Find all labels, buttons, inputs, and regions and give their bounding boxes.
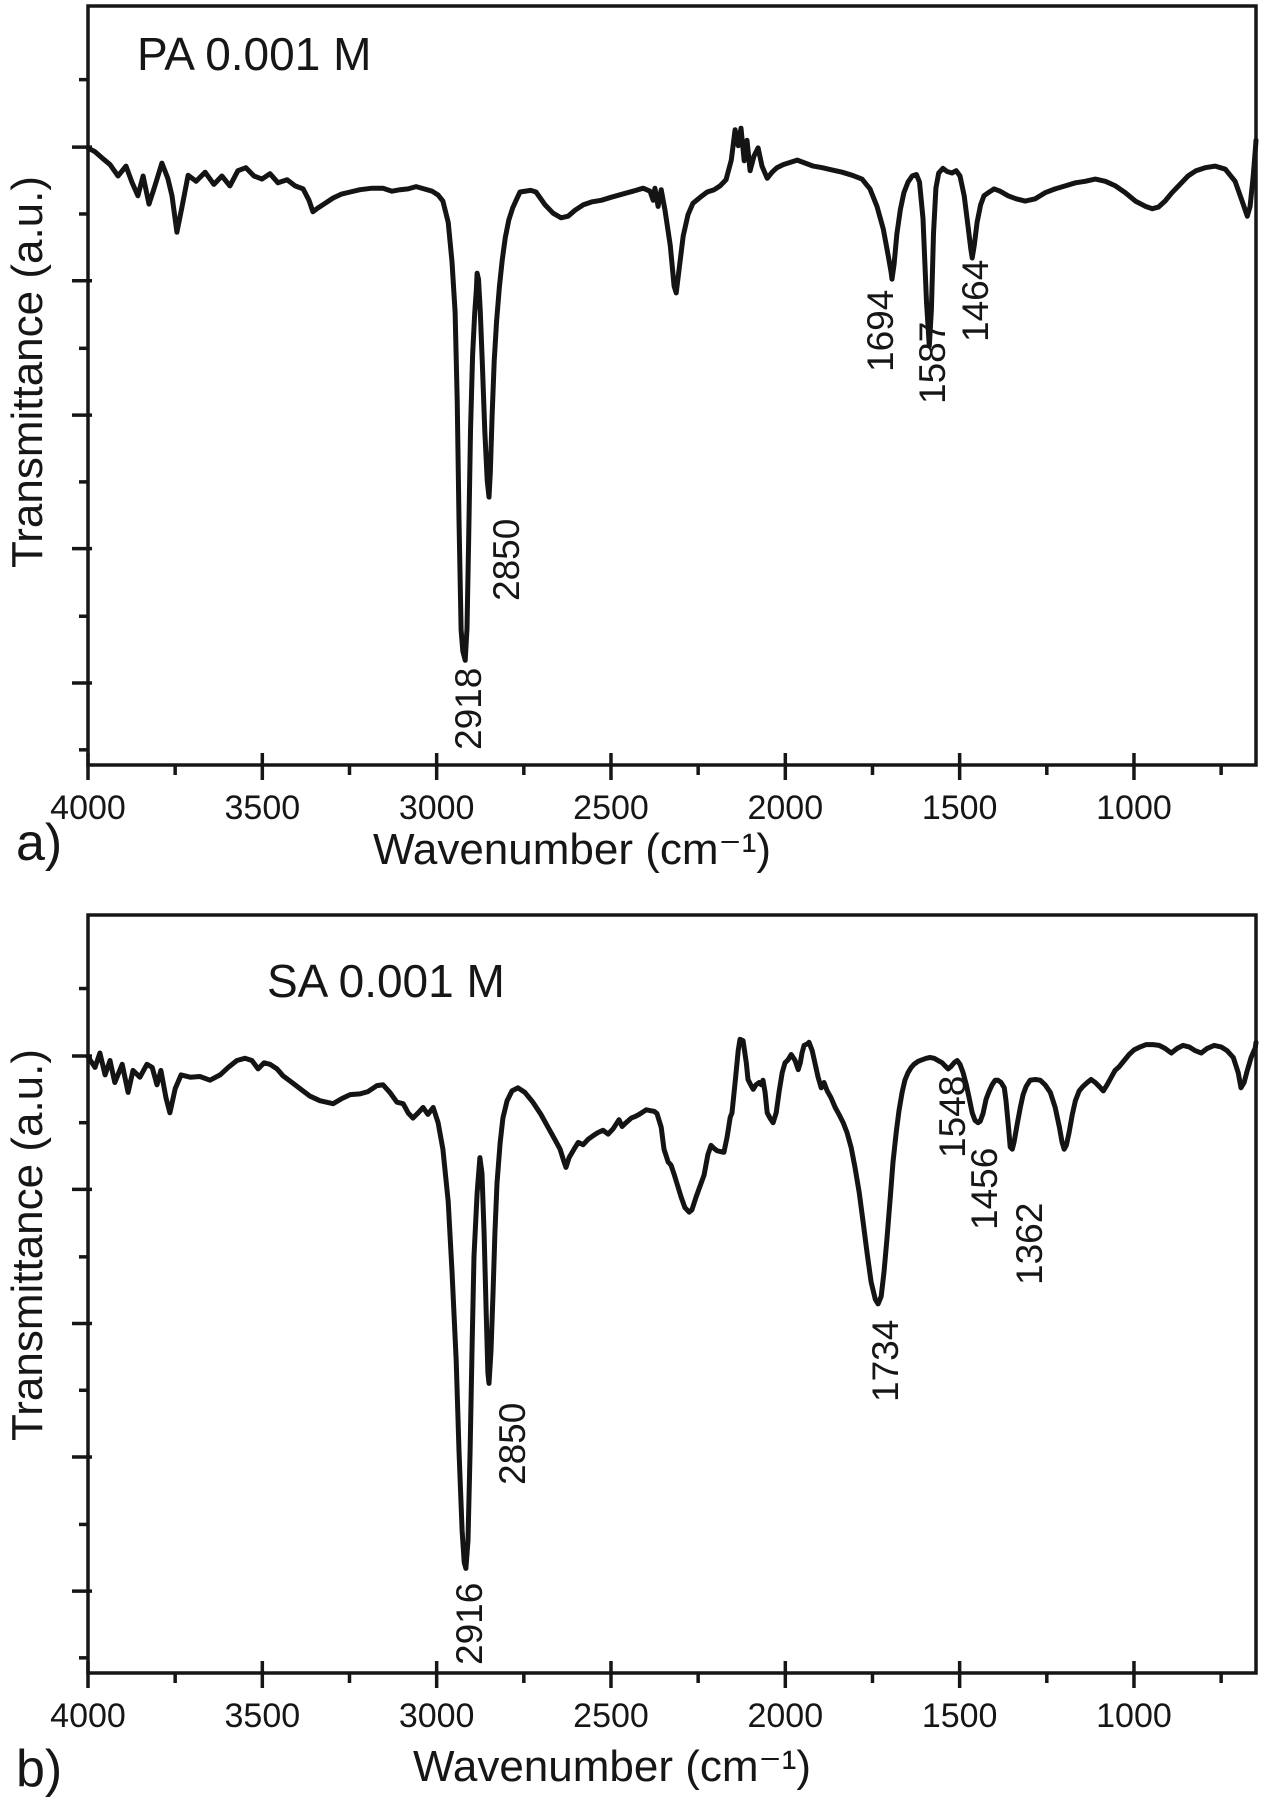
peak-wavenumber-label: 2850 <box>492 1403 533 1485</box>
x-tick-label: 1000 <box>1096 789 1172 827</box>
peak-wavenumber-label: 1694 <box>860 290 901 372</box>
peak-wavenumber-label: 2916 <box>449 1583 490 1665</box>
peak-wavenumber-label: 1464 <box>955 260 996 342</box>
x-tick-label: 1500 <box>922 1697 998 1735</box>
panel-b-sample-label: SA 0.001 M <box>267 955 505 1007</box>
x-tick-label: 1500 <box>922 789 998 827</box>
peak-wavenumber-label: 1548 <box>932 1076 973 1158</box>
x-tick-label: 2000 <box>747 789 823 827</box>
x-tick-label: 2500 <box>573 789 649 827</box>
x-tick-label: 4000 <box>50 789 126 827</box>
spectrum-trace <box>85 1036 1259 1571</box>
peak-wavenumber-label: 1587 <box>912 322 953 404</box>
peak-wavenumber-label: 1456 <box>964 1148 1005 1230</box>
panel-a-plot-area: 4000 3500 3000 2500 2000 1500 1000 2918 2850 1694… <box>50 4 1259 827</box>
peak-wavenumber-label: 2850 <box>486 519 527 601</box>
x-tick-label: 4000 <box>50 1697 126 1735</box>
panel-b-letter: b) <box>16 1740 62 1798</box>
panel-a-letter: a) <box>16 814 62 872</box>
peak-wavenumber-label: 2918 <box>448 668 489 750</box>
peak-wavenumber-label: 1734 <box>865 1320 906 1402</box>
spectrum-trace <box>85 125 1259 663</box>
panel-a-chart: 4000 3500 3000 2500 2000 1500 1000 2918 2850 1694… <box>3 4 1259 874</box>
x-tick-label: 2500 <box>573 1697 649 1735</box>
panel-b-chart: 4000 3500 3000 2500 2000 1500 1000 2916 2850 1734… <box>3 913 1259 1798</box>
peak-wavenumber-label: 1362 <box>1009 1203 1050 1285</box>
x-tick-label: 3000 <box>399 1697 475 1735</box>
panel-a-x-axis-title: Wavenumber (cm⁻¹) <box>373 825 771 874</box>
panel-b-plot-area: 4000 3500 3000 2500 2000 1500 1000 2916 2850 1734… <box>50 913 1259 1735</box>
x-tick-label: 1000 <box>1096 1697 1172 1735</box>
plot-border <box>86 913 1258 1675</box>
x-tick-label: 3500 <box>225 789 301 827</box>
panel-b-y-axis-title: Transmittance (a.u.) <box>3 1049 52 1441</box>
panel-b-x-axis-title: Wavenumber (cm⁻¹) <box>413 1742 811 1791</box>
panel-a-sample-label: PA 0.001 M <box>137 28 371 80</box>
x-tick-label: 3000 <box>399 789 475 827</box>
plot-border <box>86 4 1258 767</box>
x-tick-label: 2000 <box>747 1697 823 1735</box>
panel-a-y-axis-title: Transmittance (a.u.) <box>3 176 52 568</box>
x-tick-label: 3500 <box>225 1697 301 1735</box>
